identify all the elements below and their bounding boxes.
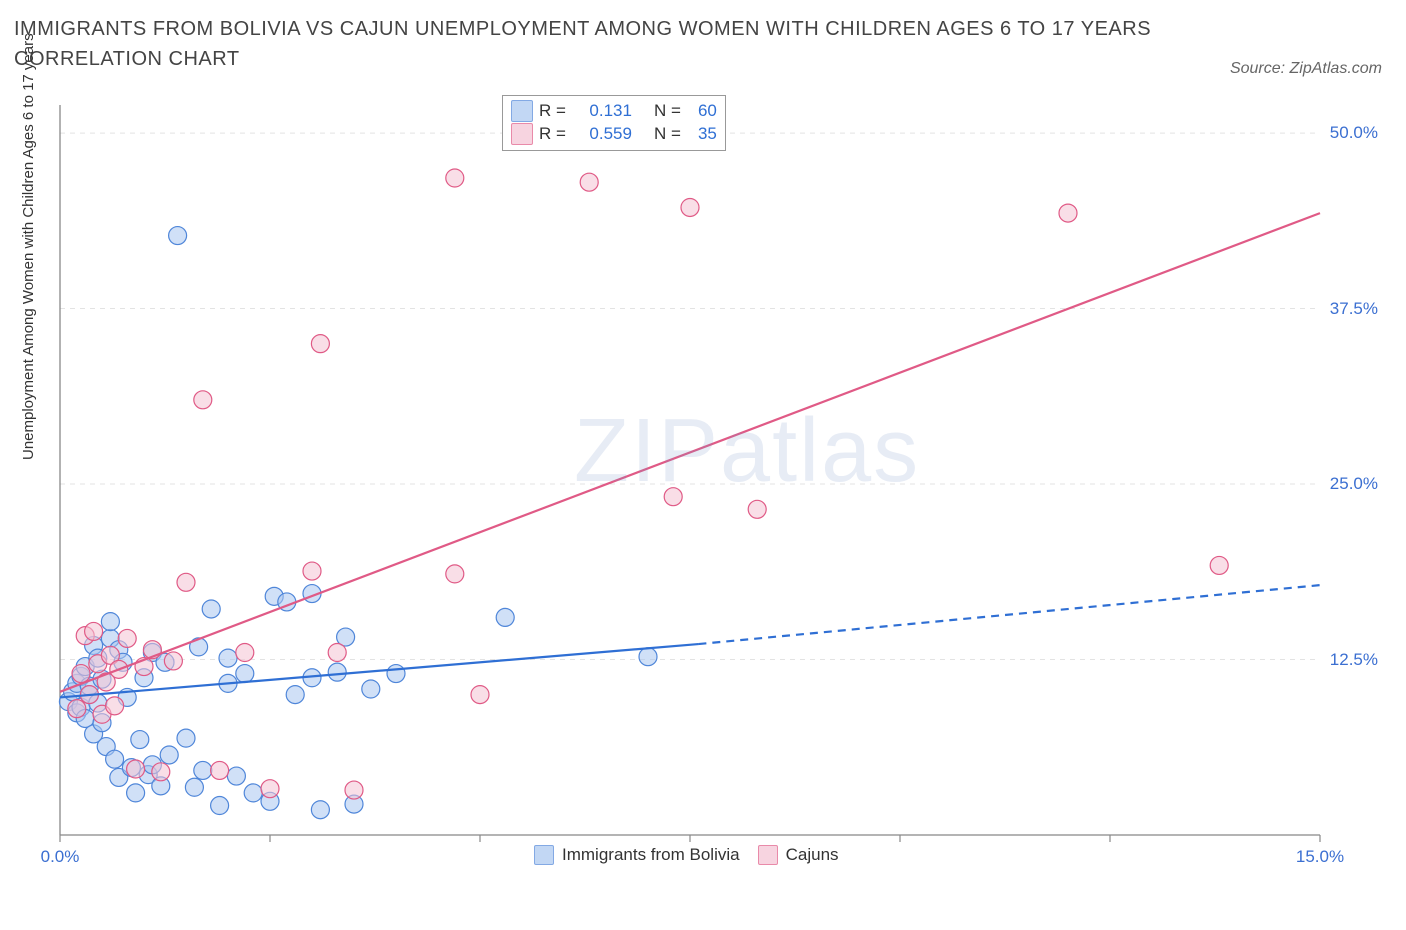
legend-N-label: N = bbox=[654, 123, 681, 146]
series-legend: Immigrants from Bolivia Cajuns bbox=[534, 845, 839, 865]
series-name: Cajuns bbox=[786, 845, 839, 865]
y-tick-label: 25.0% bbox=[1330, 474, 1378, 494]
y-tick-label: 12.5% bbox=[1330, 650, 1378, 670]
chart-title: IMMIGRANTS FROM BOLIVIA VS CAJUN UNEMPLO… bbox=[14, 14, 1186, 74]
legend-N-label: N = bbox=[654, 100, 681, 123]
y-tick-label: 37.5% bbox=[1330, 299, 1378, 319]
legend-R-value: 0.131 bbox=[572, 100, 632, 123]
y-tick-label: 50.0% bbox=[1330, 123, 1378, 143]
correlation-legend: R = 0.131 N = 60 R = 0.559 N = 35 bbox=[502, 95, 726, 151]
legend-R-value: 0.559 bbox=[572, 123, 632, 146]
legend-R-label: R = bbox=[539, 123, 566, 146]
x-tick-label: 0.0% bbox=[41, 847, 80, 867]
source-label: Source: ZipAtlas.com bbox=[1230, 60, 1382, 78]
legend-N-value: 35 bbox=[687, 123, 717, 146]
series-name: Immigrants from Bolivia bbox=[562, 845, 740, 865]
legend-swatch bbox=[758, 845, 778, 865]
legend-N-value: 60 bbox=[687, 100, 717, 123]
x-tick-label: 15.0% bbox=[1296, 847, 1344, 867]
legend-R-label: R = bbox=[539, 100, 566, 123]
legend-swatch bbox=[511, 100, 533, 122]
series-legend-item: Immigrants from Bolivia bbox=[534, 845, 740, 865]
legend-swatch bbox=[511, 123, 533, 145]
legend-row: R = 0.559 N = 35 bbox=[511, 123, 717, 146]
series-legend-item: Cajuns bbox=[758, 845, 839, 865]
scatter-plot bbox=[54, 95, 1390, 867]
y-axis-label: Unemployment Among Women with Children A… bbox=[20, 33, 37, 460]
legend-swatch bbox=[534, 845, 554, 865]
chart-area: ZIPatlas R =0.131N =60R =0.559N =35 Immi… bbox=[54, 95, 1390, 867]
legend-row: R = 0.131 N = 60 bbox=[511, 100, 717, 123]
